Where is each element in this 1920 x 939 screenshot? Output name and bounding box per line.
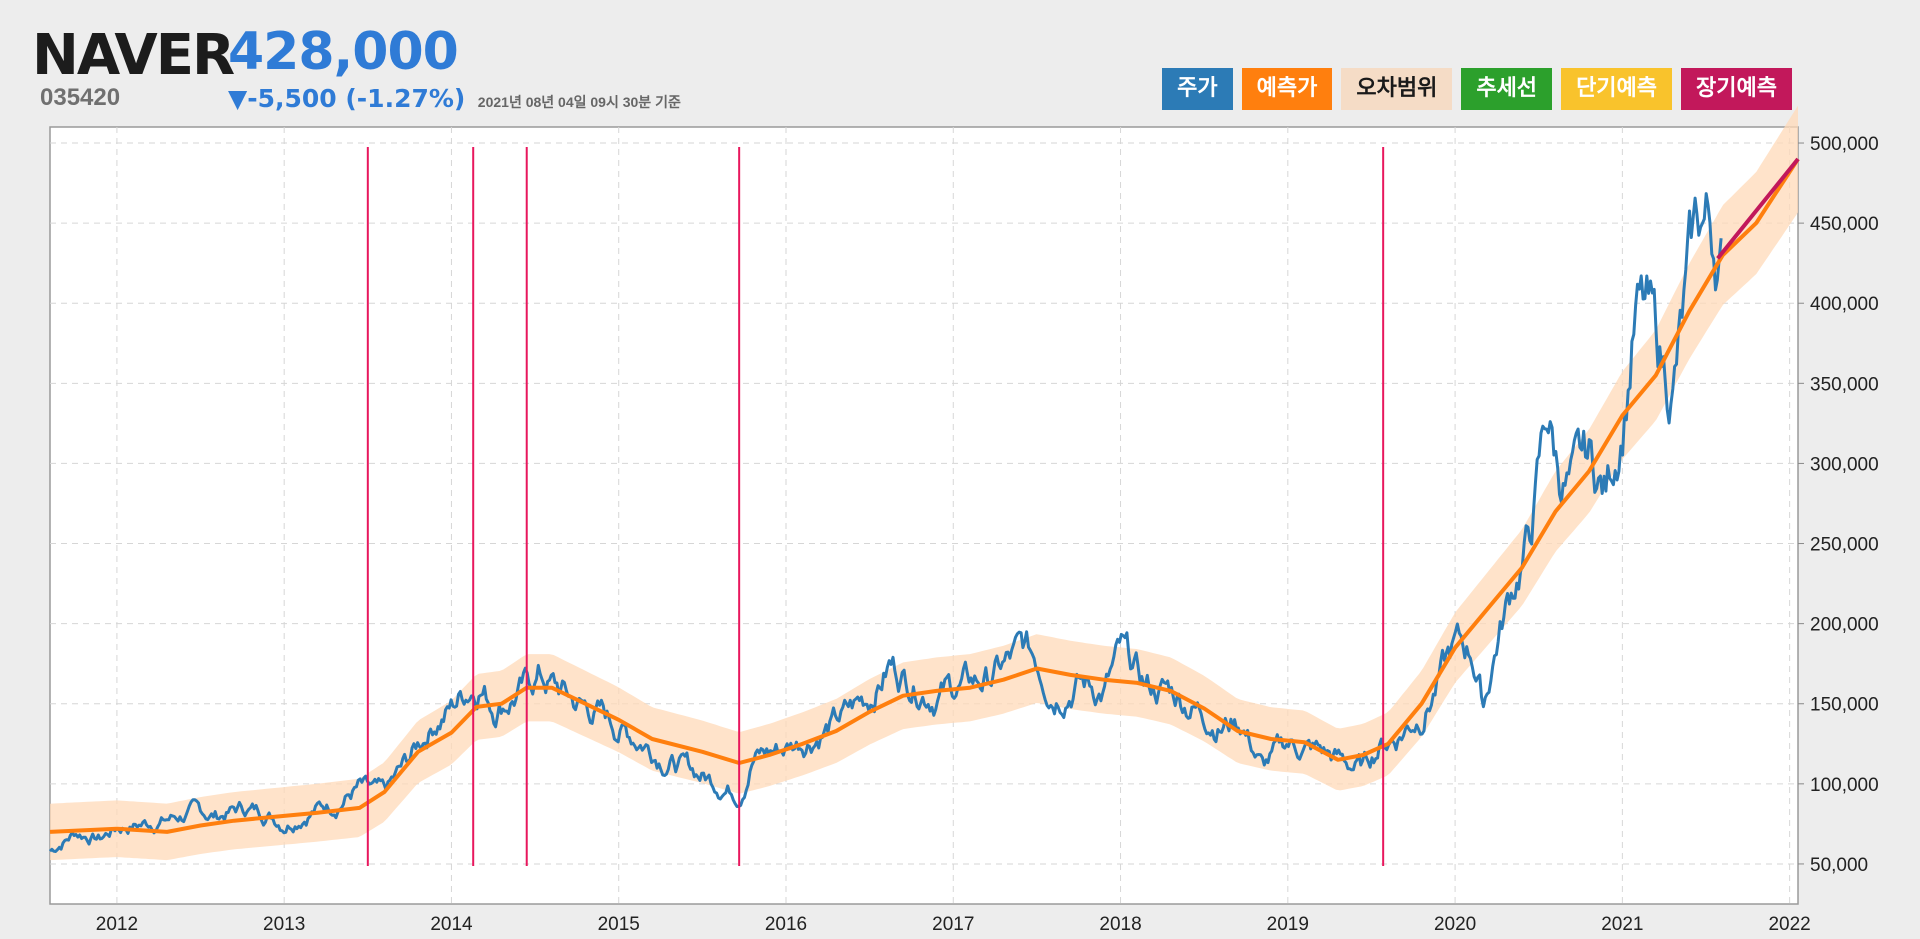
- legend: 주가 예측가 오차범위 추세선 단기예측 장기예측: [1162, 68, 1792, 110]
- header: NAVER 428,000 035420 ▼-5,500 (-1.27%) 20…: [0, 0, 1920, 125]
- legend-price-button[interactable]: 주가: [1162, 68, 1233, 110]
- price-change: ▼-5,500 (-1.27%): [228, 84, 466, 113]
- y-tick-label: 500,000: [1810, 134, 1879, 155]
- y-tick-label: 250,000: [1810, 535, 1879, 556]
- legend-prediction-button[interactable]: 예측가: [1241, 68, 1333, 110]
- legend-trendline-button[interactable]: 추세선: [1461, 68, 1553, 110]
- x-tick-label: 2014: [430, 914, 473, 935]
- y-tick-label: 50,000: [1810, 855, 1868, 876]
- y-tick-label: 200,000: [1810, 615, 1879, 636]
- x-tick-label: 2013: [263, 914, 305, 935]
- x-tick-label: 2016: [765, 914, 807, 935]
- y-tick-label: 100,000: [1810, 775, 1879, 796]
- y-tick-label: 350,000: [1810, 374, 1879, 395]
- plot-area: [49, 126, 1799, 905]
- price-change-row: ▼-5,500 (-1.27%) 2021년 08년 04일 09시 30분 기…: [228, 84, 681, 113]
- x-tick-label: 2021: [1601, 914, 1643, 935]
- x-tick-label: 2017: [932, 914, 974, 935]
- y-tick-label: 150,000: [1810, 695, 1879, 716]
- x-tick-label: 2020: [1434, 914, 1476, 935]
- y-tick-label: 300,000: [1810, 454, 1879, 475]
- x-tick-label: 2012: [96, 914, 138, 935]
- stock-code: 035420: [40, 84, 121, 111]
- stock-name: NAVER: [32, 23, 235, 88]
- as-of-timestamp: 2021년 08년 04일 09시 30분 기준: [477, 94, 681, 110]
- prediction-series-line: [49, 157, 1800, 834]
- x-tick-label: 2022: [1768, 914, 1810, 935]
- current-price: 428,000: [228, 22, 459, 82]
- long-term-prediction-line: [1716, 157, 1800, 260]
- x-tick-label: 2018: [1099, 914, 1141, 935]
- error-band: [50, 105, 1798, 861]
- x-tick-label: 2019: [1267, 914, 1309, 935]
- legend-long-term-button[interactable]: 장기예측: [1681, 68, 1792, 110]
- y-tick-label: 450,000: [1810, 214, 1879, 235]
- legend-short-term-button[interactable]: 단기예측: [1561, 68, 1673, 110]
- legend-error-range-button[interactable]: 오차범위: [1341, 68, 1453, 110]
- x-tick-label: 2015: [598, 914, 640, 935]
- y-tick-label: 400,000: [1810, 294, 1879, 315]
